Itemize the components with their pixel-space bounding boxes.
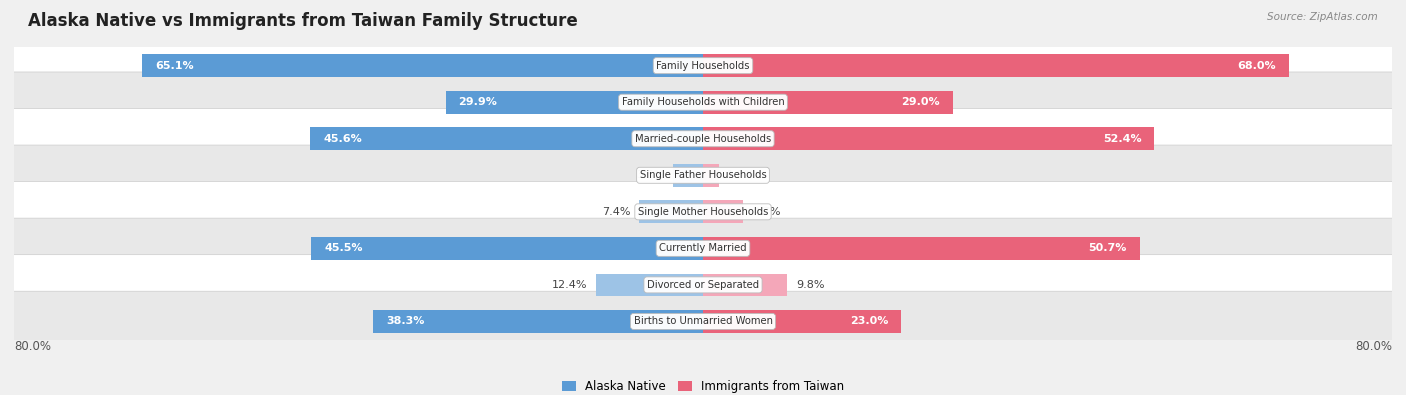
Text: Divorced or Separated: Divorced or Separated	[647, 280, 759, 290]
Bar	[703, 128, 1154, 150]
Bar	[311, 237, 703, 260]
Bar	[703, 91, 953, 113]
Text: 38.3%: 38.3%	[387, 316, 425, 326]
Text: 80.0%: 80.0%	[14, 340, 51, 353]
FancyBboxPatch shape	[11, 72, 1395, 132]
Text: 4.7%: 4.7%	[752, 207, 780, 217]
Text: Single Mother Households: Single Mother Households	[638, 207, 768, 217]
Bar	[703, 201, 744, 223]
Text: 1.8%: 1.8%	[727, 170, 755, 180]
Bar	[311, 128, 703, 150]
Text: 29.9%: 29.9%	[458, 97, 498, 107]
Text: 9.8%: 9.8%	[796, 280, 824, 290]
FancyBboxPatch shape	[11, 109, 1395, 169]
Bar	[703, 55, 1289, 77]
FancyBboxPatch shape	[11, 36, 1395, 96]
Text: Source: ZipAtlas.com: Source: ZipAtlas.com	[1267, 12, 1378, 22]
Bar	[446, 91, 703, 113]
Text: Family Households: Family Households	[657, 61, 749, 71]
Text: 7.4%: 7.4%	[602, 207, 631, 217]
FancyBboxPatch shape	[11, 182, 1395, 242]
Text: Married-couple Households: Married-couple Households	[636, 134, 770, 144]
Bar	[703, 164, 718, 186]
Bar	[373, 310, 703, 333]
Text: 45.6%: 45.6%	[323, 134, 361, 144]
Bar	[673, 164, 703, 186]
Text: 50.7%: 50.7%	[1088, 243, 1126, 253]
Bar	[640, 201, 703, 223]
Bar	[703, 237, 1140, 260]
FancyBboxPatch shape	[11, 145, 1395, 205]
Text: 80.0%: 80.0%	[1355, 340, 1392, 353]
Bar	[703, 310, 901, 333]
FancyBboxPatch shape	[11, 291, 1395, 352]
Text: 3.5%: 3.5%	[636, 170, 664, 180]
Bar	[703, 274, 787, 296]
Legend: Alaska Native, Immigrants from Taiwan: Alaska Native, Immigrants from Taiwan	[557, 376, 849, 395]
Text: 68.0%: 68.0%	[1237, 61, 1275, 71]
Text: 65.1%: 65.1%	[155, 61, 194, 71]
Text: 29.0%: 29.0%	[901, 97, 939, 107]
Text: 52.4%: 52.4%	[1102, 134, 1142, 144]
Text: 45.5%: 45.5%	[323, 243, 363, 253]
FancyBboxPatch shape	[11, 218, 1395, 278]
Text: Alaska Native vs Immigrants from Taiwan Family Structure: Alaska Native vs Immigrants from Taiwan …	[28, 12, 578, 30]
Text: Single Father Households: Single Father Households	[640, 170, 766, 180]
Text: Family Households with Children: Family Households with Children	[621, 97, 785, 107]
Bar	[142, 55, 703, 77]
FancyBboxPatch shape	[11, 255, 1395, 315]
Text: Births to Unmarried Women: Births to Unmarried Women	[634, 316, 772, 326]
Text: 23.0%: 23.0%	[849, 316, 889, 326]
Text: Currently Married: Currently Married	[659, 243, 747, 253]
Bar	[596, 274, 703, 296]
Text: 12.4%: 12.4%	[553, 280, 588, 290]
